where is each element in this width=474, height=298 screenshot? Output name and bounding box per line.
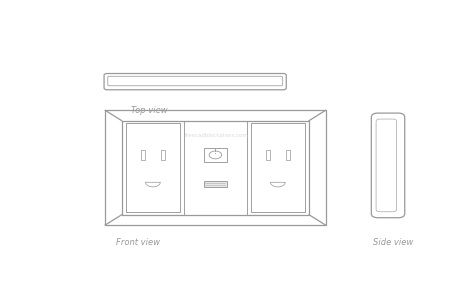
Bar: [122, 121, 309, 215]
Text: freecadblockplans.com: freecadblockplans.com: [185, 133, 249, 138]
Text: Top view: Top view: [131, 106, 167, 115]
Polygon shape: [271, 182, 285, 187]
Bar: [141, 150, 145, 160]
Bar: [204, 181, 227, 187]
Bar: [161, 150, 165, 160]
Bar: [265, 150, 270, 160]
FancyBboxPatch shape: [371, 113, 405, 218]
Bar: [126, 123, 180, 212]
Bar: [251, 123, 305, 212]
Bar: [286, 150, 290, 160]
Bar: [105, 110, 326, 225]
Text: Side view: Side view: [374, 238, 414, 247]
Text: Front view: Front view: [116, 238, 160, 247]
Polygon shape: [146, 182, 160, 187]
Bar: [204, 148, 227, 162]
FancyBboxPatch shape: [104, 74, 286, 90]
